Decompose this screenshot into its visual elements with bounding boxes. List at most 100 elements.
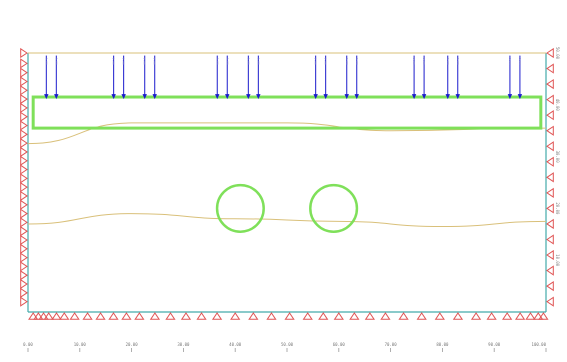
load-arrow-head bbox=[313, 94, 318, 100]
load-arrow-head bbox=[445, 94, 450, 100]
left-support-triangle bbox=[20, 226, 28, 237]
left-support-triangle bbox=[20, 243, 28, 254]
right-support-triangle bbox=[546, 265, 554, 276]
load-arrow-head bbox=[411, 94, 417, 100]
tunnel-lining-2[interactable] bbox=[309, 183, 359, 233]
x-axis-tick-label: 80.00 bbox=[436, 342, 449, 347]
x-axis-tick-label: 20.00 bbox=[126, 342, 139, 347]
x-axis-tick-label: 100.00 bbox=[532, 342, 547, 347]
x-axis-tick-label: 0.00 bbox=[23, 342, 33, 347]
bottom-support-triangle bbox=[38, 312, 49, 320]
left-support-triangle bbox=[20, 173, 28, 184]
x-axis-tick-label: 30.00 bbox=[177, 342, 190, 347]
left-support-triangle bbox=[20, 287, 28, 298]
load-value-label: 0.00 bbox=[518, 58, 522, 65]
left-support-triangle bbox=[20, 137, 28, 149]
load-arrow-head bbox=[44, 94, 49, 100]
bottom-support-triangle bbox=[525, 312, 536, 320]
y-axis-tick-label: 50.00 bbox=[555, 47, 560, 60]
bottom-support-triangle bbox=[333, 312, 344, 320]
bottom-support-triangle bbox=[248, 312, 259, 320]
bottom-support-triangle bbox=[349, 312, 360, 320]
bottom-support-triangle bbox=[28, 312, 39, 320]
bottom-support-triangle bbox=[33, 312, 44, 320]
y-axis-tick-label: 20.00 bbox=[555, 202, 560, 215]
x-axis-tick-label: 10.00 bbox=[74, 342, 87, 347]
bottom-support-triangle bbox=[284, 312, 295, 320]
right-support-triangle bbox=[546, 172, 554, 183]
load-value-label: 0.00 bbox=[153, 58, 157, 65]
load-arrow-head bbox=[142, 94, 147, 100]
right-support-triangle bbox=[546, 110, 554, 121]
left-support-triangle bbox=[20, 199, 28, 210]
load-value-label: 0.00 bbox=[422, 58, 426, 65]
tunnel-lining-1[interactable] bbox=[215, 183, 265, 233]
left-support-triangle bbox=[20, 182, 28, 193]
load-arrow-head bbox=[344, 94, 349, 100]
left-support-triangle bbox=[20, 129, 28, 140]
right-support-triangle bbox=[546, 125, 554, 136]
load-arrow-head bbox=[54, 94, 59, 100]
load-value-label: 0.00 bbox=[256, 58, 260, 65]
bottom-support-triangle bbox=[434, 312, 445, 320]
bottom-support-triangle bbox=[502, 312, 513, 320]
bottom-support-triangle bbox=[108, 312, 119, 320]
left-support-triangle bbox=[20, 296, 28, 307]
right-support-triangle bbox=[546, 296, 554, 307]
load-arrow-head bbox=[517, 94, 523, 100]
bottom-support-triangle bbox=[82, 312, 93, 320]
right-support-triangle bbox=[546, 234, 554, 245]
right-support-triangle bbox=[546, 141, 554, 152]
left-support-triangle bbox=[20, 111, 28, 122]
x-axis-tick-label: 70.00 bbox=[385, 342, 398, 347]
left-support-triangle bbox=[20, 252, 28, 263]
bottom-support-triangle bbox=[486, 312, 497, 320]
left-support-triangle bbox=[20, 67, 28, 78]
bottom-support-triangle bbox=[452, 312, 464, 320]
slab-plate[interactable] bbox=[31, 95, 543, 130]
y-axis-tick-label: 30.00 bbox=[555, 151, 560, 164]
load-value-label: 0.00 bbox=[412, 58, 416, 65]
y-axis-tick-label: 10.00 bbox=[555, 254, 560, 267]
left-support-triangle bbox=[20, 58, 28, 69]
structures-group[interactable] bbox=[31, 95, 543, 233]
left-support-triangle bbox=[20, 234, 28, 246]
right-support-triangle bbox=[546, 249, 554, 261]
distributed-loads-group: 0.00 0.00 0.00 0.00 0.00 0.00 0.00 0.00 0.00 0.00… bbox=[44, 55, 523, 100]
load-arrow-head bbox=[507, 94, 513, 100]
right-support-triangle bbox=[546, 94, 554, 105]
left-support-triangle bbox=[20, 93, 28, 105]
left-support-triangle bbox=[20, 120, 28, 131]
load-arrow-head bbox=[111, 94, 116, 100]
left-support-triangle bbox=[20, 102, 28, 114]
load-value-label: 0.00 bbox=[355, 58, 359, 65]
load-value-label: 0.00 bbox=[446, 58, 450, 65]
left-support-triangle bbox=[20, 85, 28, 96]
bottom-support-triangle bbox=[69, 312, 80, 320]
load-arrow-head bbox=[246, 94, 251, 100]
left-support-triangle bbox=[20, 155, 28, 166]
load-value-label: 0.00 bbox=[508, 58, 512, 65]
left-support-triangle bbox=[20, 217, 28, 228]
bottom-support-triangle bbox=[196, 312, 207, 320]
right-support-triangle bbox=[546, 78, 554, 90]
x-axis-tick-label: 40.00 bbox=[229, 342, 242, 347]
load-value-label: 0.00 bbox=[225, 58, 229, 65]
load-arrow-head bbox=[152, 94, 157, 100]
bottom-support-triangle bbox=[149, 312, 161, 320]
soil-layer-boundary-2 bbox=[27, 213, 547, 228]
bottom-support-triangle bbox=[533, 312, 544, 320]
left-support-triangle bbox=[20, 270, 28, 281]
bottom-support-triangle bbox=[165, 312, 176, 320]
bottom-support-triangle bbox=[470, 312, 482, 320]
bottom-support-triangle bbox=[211, 312, 223, 320]
load-arrow-head bbox=[215, 94, 220, 100]
load-value-label: 0.00 bbox=[112, 58, 116, 65]
x-axis-tick-label: 90.00 bbox=[488, 342, 501, 347]
bottom-support-triangle bbox=[302, 312, 313, 320]
bottom-support-triangle bbox=[398, 312, 409, 320]
load-value-label: 0.00 bbox=[314, 58, 318, 65]
right-support-triangle bbox=[546, 187, 554, 198]
